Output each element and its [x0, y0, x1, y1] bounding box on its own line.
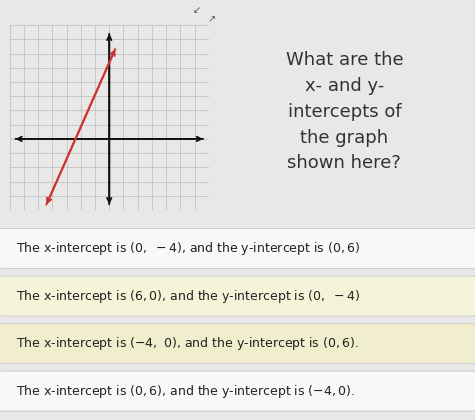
FancyBboxPatch shape — [0, 371, 475, 411]
Text: What are the
x- and y-
intercepts of
the graph
shown here?: What are the x- and y- intercepts of the… — [285, 51, 403, 172]
Text: ↙: ↙ — [193, 5, 201, 16]
Text: The x-intercept is $(6, 0)$, and the y-intercept is $(0,\ -4)$: The x-intercept is $(6, 0)$, and the y-i… — [17, 288, 361, 304]
FancyBboxPatch shape — [0, 228, 475, 268]
Text: The x-intercept is $(0,\ -4)$, and the y-intercept is $(0, 6)$: The x-intercept is $(0,\ -4)$, and the y… — [17, 240, 361, 257]
FancyBboxPatch shape — [0, 276, 475, 316]
Text: ↗: ↗ — [207, 14, 216, 24]
Text: The x-intercept is $(-4,\ 0)$, and the y-intercept is $(0, 6)$.: The x-intercept is $(-4,\ 0)$, and the y… — [17, 335, 360, 352]
Text: The x-intercept is $(0, 6)$, and the y-intercept is $(-4, 0)$.: The x-intercept is $(0, 6)$, and the y-i… — [17, 383, 356, 400]
FancyBboxPatch shape — [0, 324, 475, 364]
